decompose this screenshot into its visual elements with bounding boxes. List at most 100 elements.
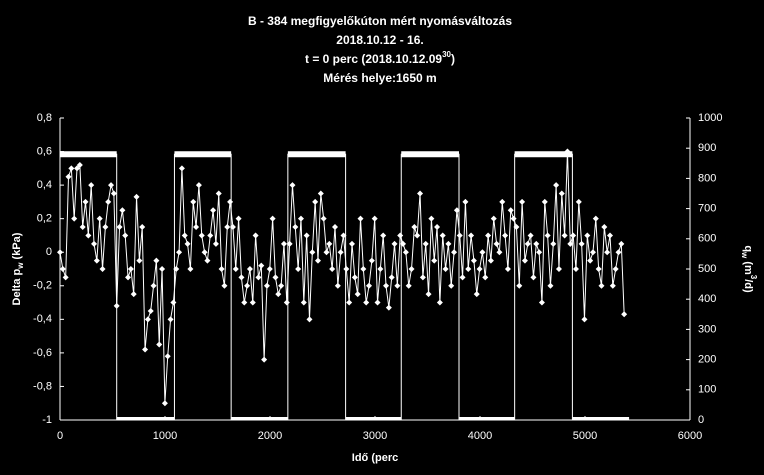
y2-tick-label: 100	[698, 384, 716, 396]
data-point	[618, 240, 625, 247]
data-point	[266, 266, 273, 272]
data-point	[592, 215, 599, 222]
data-point	[127, 266, 134, 272]
y2-tick-label: 200	[698, 354, 716, 366]
data-point	[275, 291, 282, 298]
data-point	[340, 232, 347, 239]
data-point	[170, 299, 177, 306]
data-point	[572, 266, 579, 272]
data-point	[493, 240, 500, 247]
y2-tick-label: 0	[698, 414, 704, 426]
chart-subtitle: 2018.10.12 - 16.	[336, 33, 423, 47]
label-sub: w	[16, 262, 25, 270]
data-line	[59, 151, 625, 404]
data-point	[357, 215, 364, 222]
data-point	[485, 232, 492, 239]
label-part: q	[742, 245, 754, 252]
data-point	[317, 190, 324, 197]
data-point	[326, 240, 333, 247]
data-point	[465, 266, 472, 272]
data-point	[295, 266, 302, 272]
data-point	[320, 215, 327, 222]
data-point	[575, 198, 582, 205]
data-point	[499, 198, 506, 205]
data-point	[587, 257, 594, 264]
y2-tick-label: 300	[698, 323, 716, 335]
data-point	[425, 291, 432, 298]
data-point	[139, 224, 146, 231]
data-point	[417, 190, 424, 197]
data-point	[85, 232, 92, 239]
data-point	[195, 182, 202, 189]
data-point	[408, 266, 415, 272]
data-point	[241, 299, 248, 306]
data-point	[470, 257, 477, 264]
data-point	[102, 224, 109, 231]
y-tick-label: -1	[42, 414, 52, 426]
data-point	[380, 232, 387, 239]
data-point	[198, 232, 205, 239]
data-point	[570, 232, 577, 239]
data-point	[178, 165, 185, 172]
data-point	[496, 249, 503, 256]
data-line	[60, 153, 630, 421]
data-point	[190, 198, 197, 205]
flow-band	[514, 151, 573, 158]
data-point	[221, 282, 228, 289]
data-point	[615, 249, 622, 256]
data-point	[187, 266, 194, 272]
y2-tick-label: 1000	[698, 112, 722, 124]
data-point	[360, 266, 367, 272]
data-point	[235, 215, 242, 222]
y2-tick-label: 400	[698, 293, 716, 305]
data-point	[224, 224, 231, 231]
data-point	[507, 207, 514, 214]
data-point	[530, 274, 537, 281]
data-point	[411, 224, 418, 231]
y2-axis-label: qw (m3/d)	[740, 245, 758, 293]
data-point	[368, 257, 375, 264]
data-point	[479, 249, 486, 256]
data-point	[402, 249, 409, 256]
data-point	[207, 232, 214, 239]
data-point	[504, 266, 511, 272]
data-point	[524, 240, 531, 247]
data-point	[519, 198, 526, 205]
data-point	[473, 291, 480, 298]
data-point	[278, 282, 285, 289]
data-point	[204, 257, 211, 264]
data-point	[93, 257, 100, 264]
x-tick-label: 6000	[678, 430, 702, 442]
chart-title: B - 384 megfigyelőkúton mért nyomásválto…	[248, 14, 512, 28]
data-point	[88, 182, 95, 189]
data-point	[445, 240, 452, 247]
data-point	[337, 249, 344, 256]
data-point	[527, 232, 534, 239]
flow-band	[345, 417, 402, 420]
data-point	[269, 215, 276, 222]
data-point	[550, 240, 557, 247]
data-point	[487, 257, 494, 264]
y-tick-label: -0,2	[33, 280, 52, 292]
data-point	[105, 198, 112, 205]
data-point	[210, 207, 217, 214]
x-axis-label: Idő (perc	[352, 452, 398, 464]
data-point	[122, 232, 129, 239]
data-point	[159, 266, 166, 272]
label-part: (m	[742, 258, 754, 275]
chart-subtitle: Mérés helye:1650 m	[323, 71, 436, 85]
data-point	[434, 224, 441, 231]
chart-subtitle: t = 0 perc (2018.10.12.0930)	[305, 50, 455, 66]
x-tick-label: 5000	[573, 430, 597, 442]
data-point	[110, 190, 117, 197]
y-axis-label: Delta pw (kPa)	[11, 232, 25, 305]
data-point	[453, 207, 460, 214]
y2-tick-label: 700	[698, 203, 716, 215]
data-point	[456, 232, 463, 239]
data-point	[303, 232, 310, 239]
data-point	[227, 198, 234, 205]
data-point	[604, 249, 611, 256]
flow-band	[231, 417, 288, 420]
data-point	[289, 182, 296, 189]
